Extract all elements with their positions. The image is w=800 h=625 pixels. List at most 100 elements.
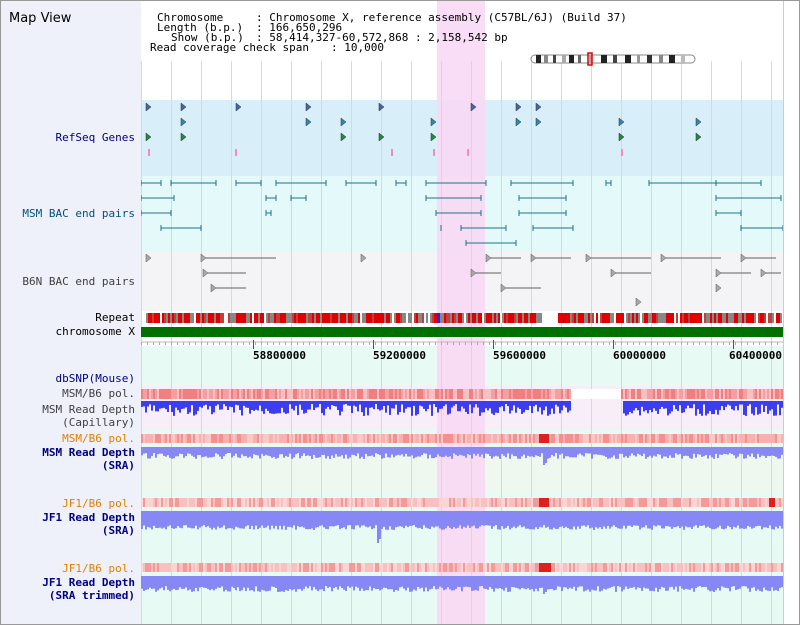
msm-b6-pol-strip xyxy=(459,389,461,399)
msm-b6-pol-strip-2 xyxy=(391,434,393,443)
repeat-block xyxy=(688,313,690,323)
jf1-b6-pol-strip xyxy=(551,498,553,507)
track-label-dbsnp[interactable]: dbSNP(Mouse) xyxy=(55,372,135,385)
jf1-b6-pol-strip xyxy=(443,498,445,507)
jf1-trimmed-depth-bar xyxy=(373,576,375,588)
msm-sra-depth-bar xyxy=(459,447,461,455)
chromosome-ideogram[interactable] xyxy=(529,52,699,66)
repeat-block xyxy=(238,313,240,323)
jf1-trimmed-depth-bar xyxy=(409,576,411,592)
jf1-sra-depth-bar xyxy=(147,511,149,528)
msm-sra-depth-bar xyxy=(355,447,357,457)
msm-sra-depth-bar xyxy=(195,447,197,459)
track-label-msm-depth-capillary[interactable]: MSM Read Depth xyxy=(42,403,135,416)
track-label-msm-bac[interactable]: MSM BAC end pairs xyxy=(22,207,135,220)
repeat-block xyxy=(590,313,592,323)
msm-b6-pol-strip xyxy=(559,389,561,399)
repeat-block xyxy=(756,313,758,323)
msm-b6-pol-strip xyxy=(419,389,421,399)
jf1-sra-depth-bar xyxy=(527,511,529,529)
jf1-trimmed-depth-bar xyxy=(647,576,649,589)
msm-b6-pol-strip-2 xyxy=(765,434,767,443)
msm-sra-depth-bar xyxy=(699,447,701,455)
jf1-b6-pol-strip xyxy=(143,498,145,507)
repeat-block xyxy=(480,313,482,323)
jf1-b6-pol-strip-2 xyxy=(643,563,645,572)
msm-sra-depth-bar xyxy=(359,447,361,459)
msm-b6-pol-strip xyxy=(387,389,389,399)
msm-b6-pol-strip-2 xyxy=(203,434,205,443)
jf1-b6-pol-strip-2 xyxy=(645,563,647,572)
msm-b6-pol-strip-2 xyxy=(767,434,769,443)
repeat-block xyxy=(434,313,436,323)
msm-capillary-depth-bar xyxy=(461,401,463,407)
track-label-refseq-genes[interactable]: RefSeq Genes xyxy=(55,131,135,144)
msm-b6-pol-strip-2 xyxy=(165,434,167,443)
msm-capillary-depth-bar xyxy=(721,401,723,407)
msm-b6-pol-strip-2 xyxy=(491,434,493,443)
jf1-trimmed-depth-bar xyxy=(451,576,453,591)
track-label-msm-depth-sra[interactable]: MSM Read Depth xyxy=(42,446,135,459)
msm-capillary-depth-bar xyxy=(775,401,777,416)
track-label-jf1-depth-trimmed[interactable]: JF1 Read Depth xyxy=(42,576,135,589)
msm-b6-pol-strip-2 xyxy=(561,434,563,443)
repeat-block xyxy=(172,313,174,323)
jf1-trimmed-depth-bar xyxy=(359,576,361,591)
msm-sra-depth-bar xyxy=(147,447,149,459)
track-label-msm-b6-pol-1[interactable]: MSM/B6 pol. xyxy=(62,387,135,400)
jf1-b6-pol-strip xyxy=(283,498,285,507)
msm-b6-pol-strip xyxy=(557,389,559,399)
msm-b6-pol-strip-2 xyxy=(481,434,483,443)
jf1-trimmed-depth-bar xyxy=(309,576,311,587)
repeat-block xyxy=(326,313,328,323)
jf1-b6-pol-strip xyxy=(759,498,761,507)
jf1-b6-pol-strip-2 xyxy=(553,563,555,572)
msm-b6-pol-strip-2 xyxy=(265,434,267,443)
jf1-b6-pol-strip-2 xyxy=(515,563,517,572)
jf1-trimmed-depth-bar xyxy=(301,576,303,591)
jf1-trimmed-depth-bar xyxy=(317,576,319,592)
jf1-trimmed-depth-bar xyxy=(603,576,605,589)
refseq-gene-mark xyxy=(180,117,187,127)
msm-capillary-depth-bar xyxy=(451,401,453,408)
jf1-trimmed-depth-bar xyxy=(457,576,459,587)
msm-capillary-depth-bar xyxy=(537,401,539,412)
msm-capillary-depth-bar xyxy=(317,401,319,408)
jf1-sra-depth-bar xyxy=(145,511,147,530)
jf1-b6-pol-strip-2 xyxy=(733,563,735,572)
msm-b6-pol-strip xyxy=(353,389,355,399)
track-label-b6n-bac[interactable]: B6N BAC end pairs xyxy=(22,275,135,288)
msm-b6-pol-strip xyxy=(383,389,385,399)
genome-plot-area[interactable] xyxy=(141,1,783,624)
track-label-jf1-b6-pol-2[interactable]: JF1/B6 pol. xyxy=(62,562,135,575)
msm-b6-pol-strip-2 xyxy=(681,434,683,443)
track-label-repeat[interactable]: Repeat xyxy=(95,311,135,324)
msm-b6-pol-strip xyxy=(721,389,723,399)
vertical-scrollbar[interactable] xyxy=(783,1,799,624)
jf1-b6-pol-strip xyxy=(669,498,671,507)
jf1-sra-depth-bar xyxy=(385,511,387,530)
msm-capillary-depth-bar xyxy=(211,401,213,415)
track-label-jf1-depth-sra[interactable]: JF1 Read Depth xyxy=(42,511,135,524)
msm-capillary-depth-bar xyxy=(569,401,571,411)
jf1-sra-depth-bar xyxy=(769,511,771,526)
jf1-sra-depth-bar xyxy=(237,511,239,528)
jf1-b6-pol-strip-2 xyxy=(703,563,705,572)
jf1-sra-depth-bar xyxy=(323,511,325,528)
msm-b6-pol-strip-2 xyxy=(253,434,255,443)
msm-sra-depth-bar xyxy=(345,447,347,455)
repeat-block xyxy=(388,313,390,323)
track-label-chromosome[interactable]: chromosome X xyxy=(55,325,135,338)
msm-sra-depth-bar xyxy=(711,447,713,458)
msm-capillary-depth-bar xyxy=(729,401,731,406)
jf1-trimmed-depth-bar xyxy=(617,576,619,587)
jf1-b6-pol-strip-2 xyxy=(215,563,217,572)
msm-b6-pol-strip-2 xyxy=(205,434,207,443)
repeat-block xyxy=(174,313,176,323)
jf1-b6-pol-strip xyxy=(359,498,361,507)
track-label-msm-b6-pol-2[interactable]: MSM/B6 pol. xyxy=(62,432,135,445)
jf1-b6-pol-strip-2 xyxy=(423,563,425,572)
jf1-sra-depth-bar xyxy=(645,511,647,526)
repeat-block xyxy=(596,313,598,323)
track-label-jf1-b6-pol-1[interactable]: JF1/B6 pol. xyxy=(62,497,135,510)
